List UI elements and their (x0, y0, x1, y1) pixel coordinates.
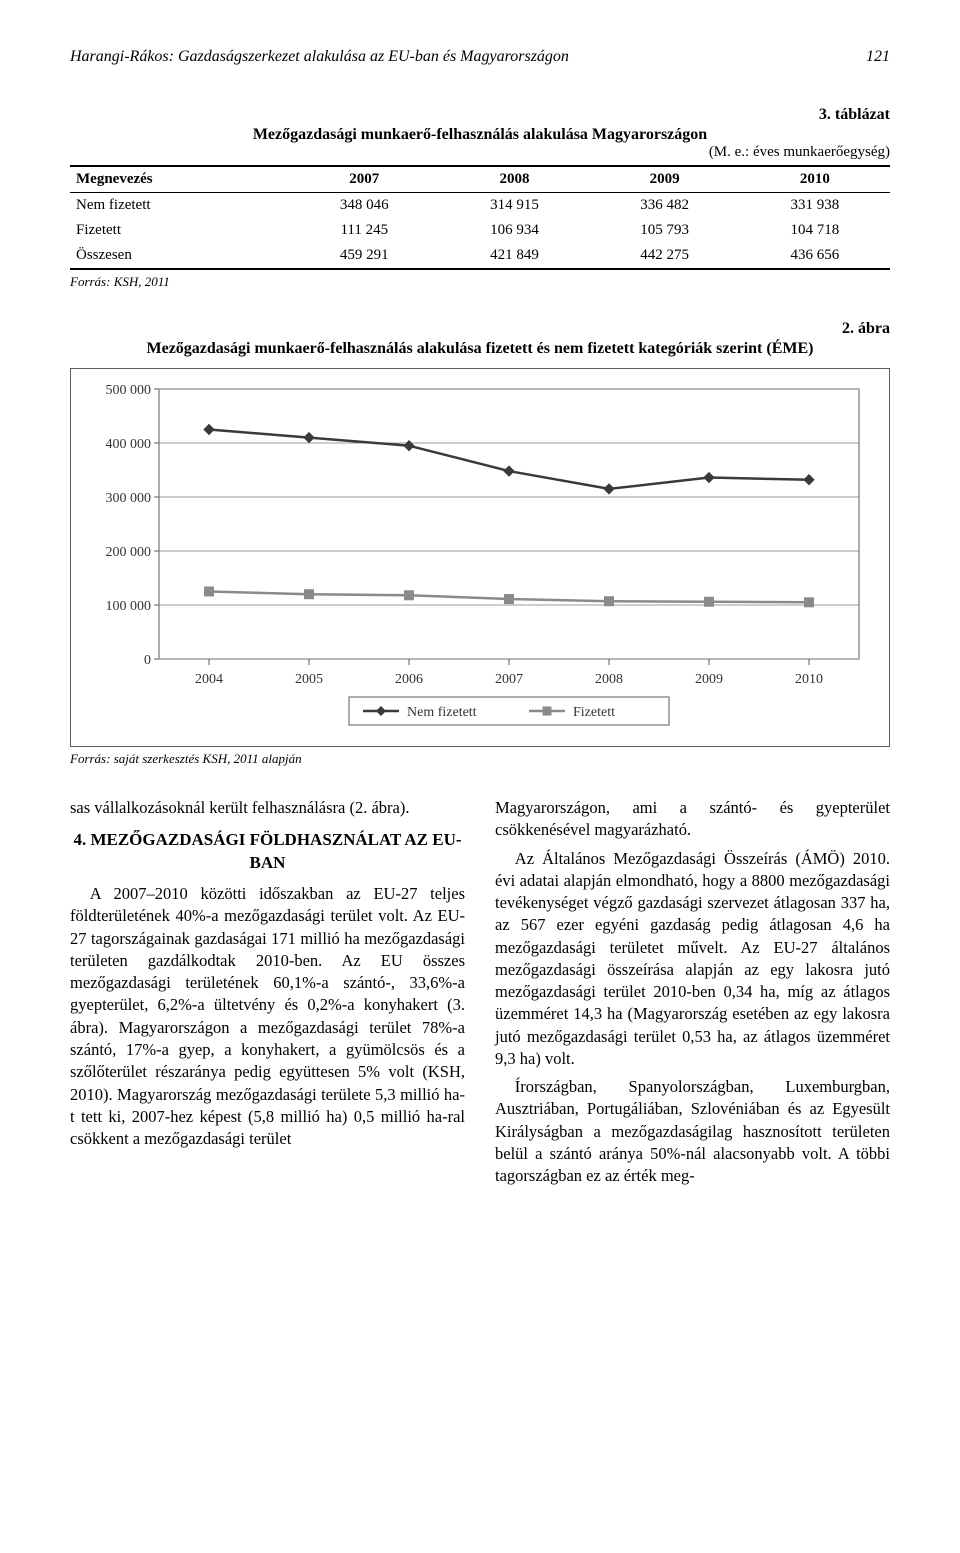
line-chart: 0 100 000 200 000 300 000 400 000 500 000 2004… (79, 377, 879, 737)
paragraph: Írországban, Spanyolországban, Luxemburg… (495, 1076, 890, 1187)
cell: 436 656 (740, 243, 890, 269)
cell: 104 718 (740, 218, 890, 243)
cell: 459 291 (289, 243, 439, 269)
svg-text:2006: 2006 (395, 672, 423, 687)
data-table: Megnevezés 2007 2008 2009 2010 Nem fizet… (70, 165, 890, 270)
col-head: 2008 (439, 166, 589, 193)
svg-text:400 000: 400 000 (106, 437, 152, 452)
svg-text:2009: 2009 (695, 672, 723, 687)
svg-text:300 000: 300 000 (106, 491, 152, 506)
figure-2: 2. ábra Mezőgazdasági munkaerő-felhaszná… (70, 320, 890, 767)
col-head: 2007 (289, 166, 439, 193)
body-columns: sas vállalkozásoknál került felhasználás… (70, 797, 890, 1188)
cell: 105 793 (590, 218, 740, 243)
paragraph: Magyarországon, ami a szántó- és gyepter… (495, 797, 890, 842)
table-label: 3. táblázat (70, 106, 890, 124)
col-head: 2009 (590, 166, 740, 193)
cell: 442 275 (590, 243, 740, 269)
svg-text:2010: 2010 (795, 672, 823, 687)
figure-title: Mezőgazdasági munkaerő-felhasználás alak… (70, 340, 890, 358)
table-3: 3. táblázat Mezőgazdasági munkaerő-felha… (70, 106, 890, 290)
cell: 331 938 (740, 193, 890, 219)
table-header-row: Megnevezés 2007 2008 2009 2010 (70, 166, 890, 193)
cell: 348 046 (289, 193, 439, 219)
cell: Nem fizetett (70, 193, 289, 219)
table-row: Összesen 459 291 421 849 442 275 436 656 (70, 243, 890, 269)
table-source: Forrás: KSH, 2011 (70, 274, 890, 290)
cell: 106 934 (439, 218, 589, 243)
paragraph: A 2007–2010 közötti időszakban az EU-27 … (70, 883, 465, 1150)
svg-text:100 000: 100 000 (106, 599, 152, 614)
svg-text:2005: 2005 (295, 672, 323, 687)
figure-label: 2. ábra (70, 320, 890, 338)
running-header: Harangi-Rákos: Gazdaságszerkezet alakulá… (70, 48, 890, 66)
table-unit: (M. e.: éves munkaerőegység) (70, 144, 890, 161)
table-title: Mezőgazdasági munkaerő-felhasználás alak… (70, 126, 890, 144)
col-head: 2010 (740, 166, 890, 193)
paragraph: sas vállalkozásoknál került felhasználás… (70, 797, 465, 819)
table-row: Fizetett 111 245 106 934 105 793 104 718 (70, 218, 890, 243)
svg-text:0: 0 (144, 653, 151, 668)
chart-container: 0 100 000 200 000 300 000 400 000 500 000 2004… (70, 368, 890, 747)
svg-text:Nem fizetett: Nem fizetett (407, 705, 477, 720)
svg-text:500 000: 500 000 (106, 383, 152, 398)
cell: Fizetett (70, 218, 289, 243)
page-number: 121 (866, 48, 890, 66)
cell: 336 482 (590, 193, 740, 219)
cell: 111 245 (289, 218, 439, 243)
section-heading: 4. MEZŐGAZDASÁGI FÖLDHASZNÁLAT AZ EU-BAN (70, 829, 465, 875)
figure-source: Forrás: saját szerkesztés KSH, 2011 alap… (70, 751, 890, 767)
paragraph: Az Általános Mezőgazdasági Összeírás (ÁM… (495, 848, 890, 1071)
svg-text:Fizetett: Fizetett (573, 705, 615, 720)
cell: 421 849 (439, 243, 589, 269)
cell: Összesen (70, 243, 289, 269)
svg-text:2007: 2007 (495, 672, 523, 687)
table-row: Nem fizetett 348 046 314 915 336 482 331… (70, 193, 890, 219)
col-head: Megnevezés (70, 166, 289, 193)
svg-text:2008: 2008 (595, 672, 623, 687)
cell: 314 915 (439, 193, 589, 219)
running-title: Harangi-Rákos: Gazdaságszerkezet alakulá… (70, 48, 569, 66)
svg-text:200 000: 200 000 (106, 545, 152, 560)
svg-text:2004: 2004 (195, 672, 223, 687)
